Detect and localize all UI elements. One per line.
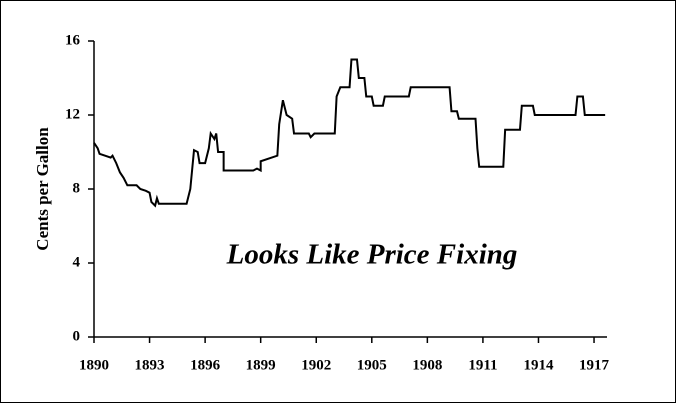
- y-tick-label: 12: [65, 106, 80, 122]
- y-axis-label: Cents per Gallon: [33, 127, 52, 251]
- x-tick-label: 1905: [357, 357, 387, 373]
- x-tick-label: 1908: [412, 357, 442, 373]
- x-tick-label: 1899: [246, 357, 276, 373]
- x-tick-label: 1911: [468, 357, 497, 373]
- x-tick-label: 1896: [190, 357, 221, 373]
- price-line: [93, 58, 606, 208]
- y-tick-label: 8: [73, 180, 81, 196]
- x-tick-label: 1914: [523, 357, 554, 373]
- x-tick-label: 1893: [135, 357, 165, 373]
- y-tick-label: 0: [73, 328, 81, 344]
- y-tick-label: 16: [65, 32, 81, 48]
- x-tick-label: 1917: [579, 357, 610, 373]
- annotation: Looks Like Price Fixing: [226, 239, 518, 271]
- x-tick-label: 1902: [301, 357, 331, 373]
- y-tick-label: 4: [73, 254, 81, 270]
- x-tick-label: 1890: [79, 357, 109, 373]
